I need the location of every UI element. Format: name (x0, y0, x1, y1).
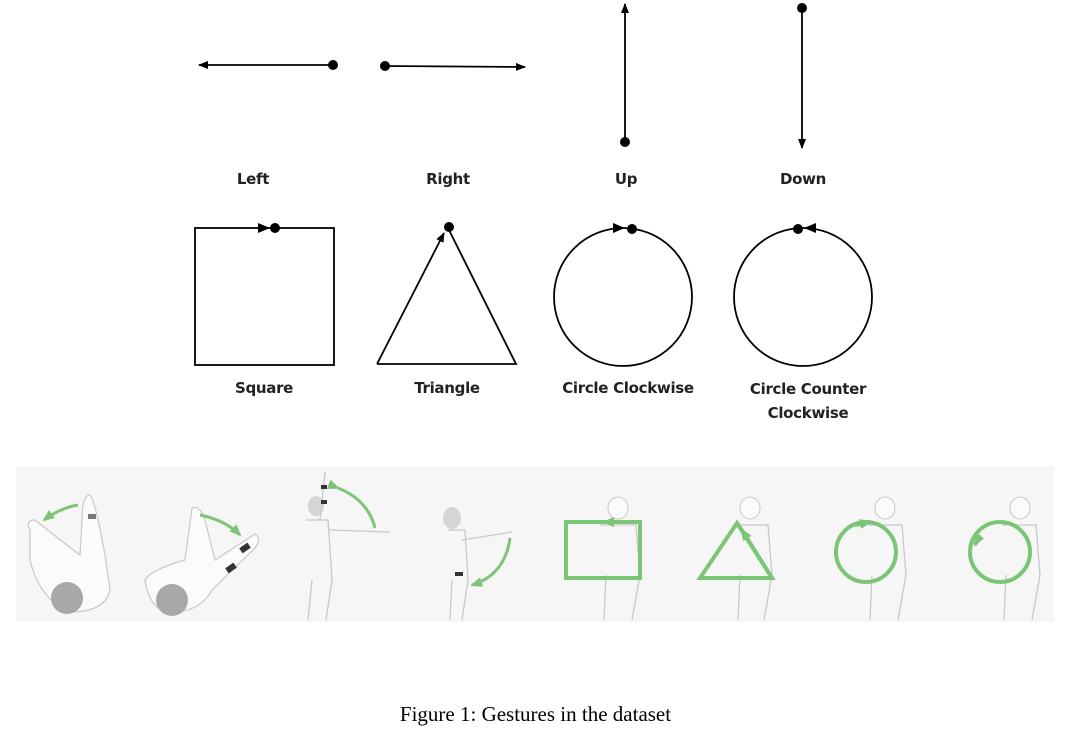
illustration-square (564, 496, 642, 621)
label-right: Right (426, 170, 470, 188)
label-circle-ccw-line1: Circle Counter (749, 380, 867, 398)
label-left: Left (236, 170, 270, 188)
up-gesture-diagram (620, 3, 630, 147)
triangle-gesture-diagram (376, 222, 518, 365)
circle-clockwise-gesture-diagram (553, 223, 693, 367)
illustration-left (27, 494, 111, 614)
label-circle-ccw-line2: Clockwise (767, 404, 849, 422)
illustration-circle-clockwise (834, 496, 907, 621)
label-down: Down (779, 170, 827, 188)
illustration-up (306, 471, 391, 621)
right-gesture-diagram (380, 61, 526, 71)
down-gesture-diagram (797, 3, 807, 149)
illustration-triangle (696, 496, 776, 621)
left-gesture-diagram (198, 60, 338, 70)
gesture-illustrations (16, 466, 1054, 622)
circle-ccw-gesture-diagram (733, 223, 873, 367)
label-square: Square (234, 379, 294, 397)
label-triangle: Triangle (414, 379, 480, 397)
square-gesture-diagram (194, 223, 335, 366)
figure-caption: Figure 1: Gestures in the dataset (399, 702, 672, 726)
illustration-circle-ccw (968, 496, 1041, 621)
label-up: Up (614, 170, 638, 188)
label-circle-clockwise: Circle Clockwise (562, 379, 694, 397)
illustration-down (443, 507, 513, 621)
illustration-right (144, 506, 260, 616)
